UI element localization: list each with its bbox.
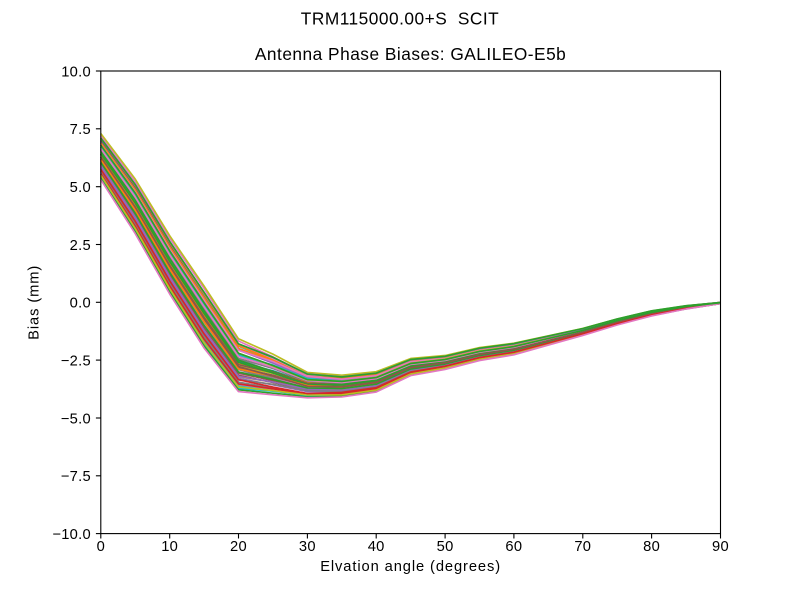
svg-text:30: 30 (299, 539, 316, 555)
svg-text:2.5: 2.5 (70, 238, 91, 254)
svg-text:80: 80 (643, 539, 660, 555)
svg-text:60: 60 (505, 539, 522, 555)
svg-text:0.0: 0.0 (70, 296, 91, 312)
svg-text:−2.5: −2.5 (61, 354, 91, 370)
svg-text:40: 40 (368, 539, 385, 555)
svg-text:5.0: 5.0 (70, 180, 91, 196)
svg-text:−10.0: −10.0 (52, 527, 91, 543)
svg-text:−5.0: −5.0 (61, 411, 91, 427)
svg-text:50: 50 (437, 539, 454, 555)
svg-text:70: 70 (574, 539, 591, 555)
svg-text:7.5: 7.5 (70, 122, 91, 138)
svg-text:90: 90 (712, 539, 729, 555)
svg-text:Antenna Phase Biases: GALILEO-: Antenna Phase Biases: GALILEO-E5b (255, 44, 566, 64)
svg-text:Elvation angle (degrees): Elvation angle (degrees) (320, 559, 501, 575)
svg-text:TRM115000.00+S SCIT: TRM115000.00+S SCIT (301, 8, 499, 28)
svg-text:20: 20 (230, 539, 247, 555)
svg-text:Bias (mm): Bias (mm) (27, 265, 43, 340)
svg-text:−7.5: −7.5 (61, 469, 91, 485)
svg-text:10.0: 10.0 (61, 64, 91, 80)
svg-text:0: 0 (97, 539, 105, 555)
svg-text:10: 10 (161, 539, 178, 555)
